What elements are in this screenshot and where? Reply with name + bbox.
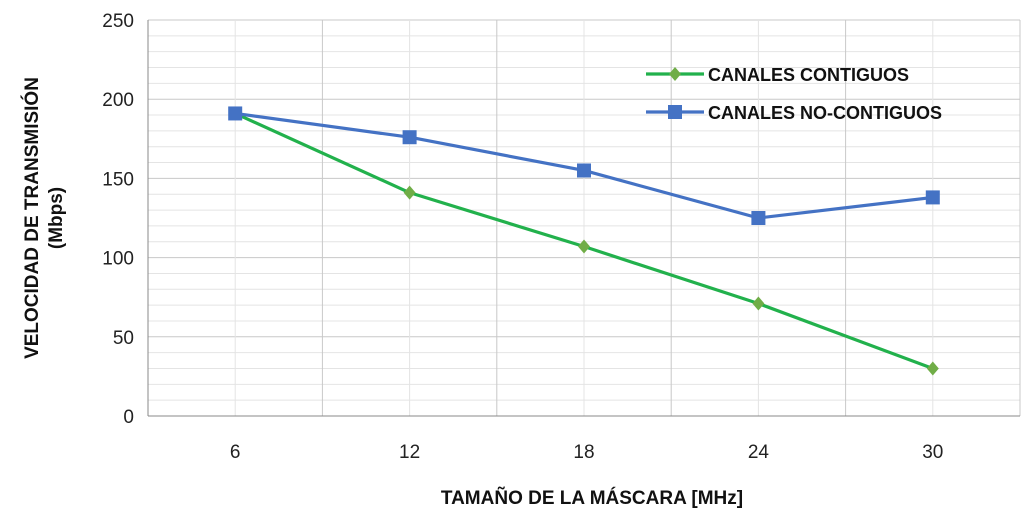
y-tick-label: 50	[113, 328, 134, 349]
data-point-diamond	[403, 185, 416, 200]
y-tick-label: 150	[102, 169, 134, 190]
series-2	[228, 106, 940, 225]
x-tick-label: 12	[399, 442, 420, 463]
legend-item-1: CANALES CONTIGUOS	[646, 65, 909, 85]
y-tick-label: 250	[102, 11, 134, 32]
legend-label: CANALES NO-CONTIGUOS	[708, 103, 942, 123]
axes	[147, 20, 1020, 417]
x-tick-labels: 6 12 18 24 30	[230, 442, 943, 463]
data-point-diamond	[752, 296, 765, 311]
data-point-square	[577, 163, 591, 178]
data-point-square	[751, 211, 766, 225]
data-point-square	[228, 106, 243, 121]
x-tick-label: 30	[922, 442, 943, 463]
y-axis-title-unit: (Mbps)	[46, 187, 67, 249]
series-group	[228, 106, 940, 376]
y-tick-labels: 0 50 100 150 200 250	[102, 11, 134, 428]
data-point-diamond	[578, 239, 590, 254]
y-tick-label: 0	[123, 407, 134, 428]
x-tick-label: 24	[748, 442, 770, 463]
grid	[147, 19, 1021, 417]
x-axis-title: TAMAÑO DE LA MÁSCARA [MHz]	[441, 487, 743, 509]
data-point-diamond	[926, 361, 939, 376]
y-axis-title: VELOCIDAD DE TRANSMISIÓN	[21, 77, 43, 359]
legend-marker-diamond	[669, 67, 681, 81]
legend: CANALES CONTIGUOS CANALES NO-CONTIGUOS	[646, 65, 942, 123]
legend-item-2: CANALES NO-CONTIGUOS	[646, 103, 942, 123]
data-point-square	[925, 190, 940, 205]
data-point-square	[402, 130, 417, 145]
x-tick-label: 18	[573, 442, 594, 463]
legend-marker-square	[668, 105, 682, 119]
legend-label: CANALES CONTIGUOS	[708, 65, 909, 85]
y-tick-label: 200	[102, 90, 134, 111]
y-tick-label: 100	[102, 249, 134, 270]
x-tick-label: 6	[230, 442, 241, 463]
